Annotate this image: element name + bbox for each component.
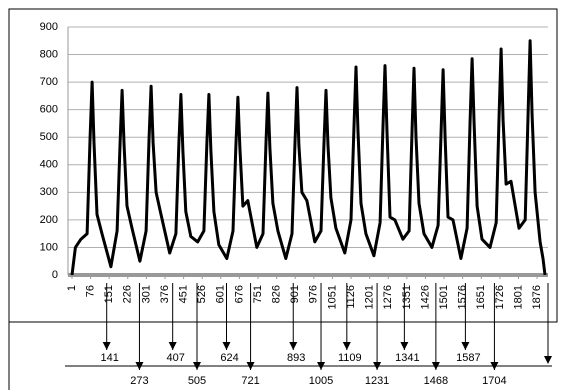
- annotation-label: 624: [220, 352, 238, 364]
- x-tick-label: 76: [84, 285, 96, 297]
- x-tick-label: 1: [66, 285, 78, 291]
- x-tick-label: 676: [233, 285, 245, 303]
- arrow-head: [490, 362, 499, 370]
- annotation-label: 1587: [456, 352, 480, 364]
- annotation-label: 505: [188, 375, 206, 387]
- x-tick-label: 1651: [475, 285, 487, 309]
- y-tick-label: 100: [40, 241, 58, 253]
- x-tick-label: 1501: [438, 285, 450, 309]
- annotation-label: 1341: [395, 352, 419, 364]
- y-tick-label: 500: [40, 131, 58, 143]
- annotation-label: 1468: [424, 375, 448, 387]
- arrow-head: [102, 342, 111, 350]
- y-tick-label: 900: [40, 21, 58, 33]
- arrow-head: [168, 342, 177, 350]
- x-tick-label: 376: [159, 285, 171, 303]
- x-tick-label: 151: [103, 285, 115, 303]
- x-tick-label: 1876: [531, 285, 543, 309]
- annotation-label: 141: [101, 352, 119, 364]
- arrow-head: [342, 342, 351, 350]
- arrow-head: [400, 342, 409, 350]
- chart-frame: [8, 8, 558, 323]
- y-tick-label: 700: [40, 76, 58, 88]
- arrow-head: [431, 362, 440, 370]
- annotation-label: 721: [241, 375, 259, 387]
- y-tick-label: 300: [40, 186, 58, 198]
- annotation-label: 407: [167, 352, 185, 364]
- x-tick-label: 826: [271, 285, 283, 303]
- x-tick-label: 1051: [326, 285, 338, 309]
- arrow-head: [135, 362, 144, 370]
- x-tick-label: 1576: [457, 285, 469, 309]
- x-tick-label: 1276: [382, 285, 394, 309]
- x-tick-label: 1351: [401, 285, 413, 309]
- y-tick-label: 800: [40, 48, 58, 60]
- y-tick-label: 600: [40, 104, 58, 116]
- x-tick-label: 1726: [494, 285, 506, 309]
- x-tick-label: 301: [140, 285, 152, 303]
- x-tick-label: 751: [252, 285, 264, 303]
- x-tick-label: 601: [215, 285, 227, 303]
- x-tick-label: 226: [122, 285, 134, 303]
- x-tick-label: 526: [196, 285, 208, 303]
- arrow-head: [289, 342, 298, 350]
- annotation-label: 1005: [309, 375, 333, 387]
- arrow-head: [373, 362, 382, 370]
- data-line: [70, 39, 547, 276]
- arrow-head: [222, 342, 231, 350]
- y-tick-label: 400: [40, 159, 58, 171]
- arrow-head: [246, 362, 255, 370]
- annotation-label: 273: [130, 375, 148, 387]
- y-tick-label: 0: [52, 269, 58, 281]
- x-tick-label: 976: [308, 285, 320, 303]
- x-tick-label: 1426: [419, 285, 431, 309]
- arrow-head: [544, 356, 552, 364]
- arrow-head: [461, 342, 470, 350]
- x-tick-label: 901: [289, 285, 301, 303]
- annotation-label: 1109: [338, 352, 362, 364]
- x-tick-label: 451: [178, 285, 190, 303]
- annotation-label: 1231: [365, 375, 389, 387]
- y-tick-label: 200: [40, 214, 58, 226]
- arrow-head: [192, 362, 201, 370]
- x-tick-label: 1801: [512, 285, 524, 309]
- annotation-label: 893: [287, 352, 305, 364]
- x-tick-label: 1126: [345, 285, 357, 309]
- arrow-head: [317, 362, 326, 370]
- x-tick-label: 1201: [364, 285, 376, 309]
- annotation-label: 1704: [482, 375, 506, 387]
